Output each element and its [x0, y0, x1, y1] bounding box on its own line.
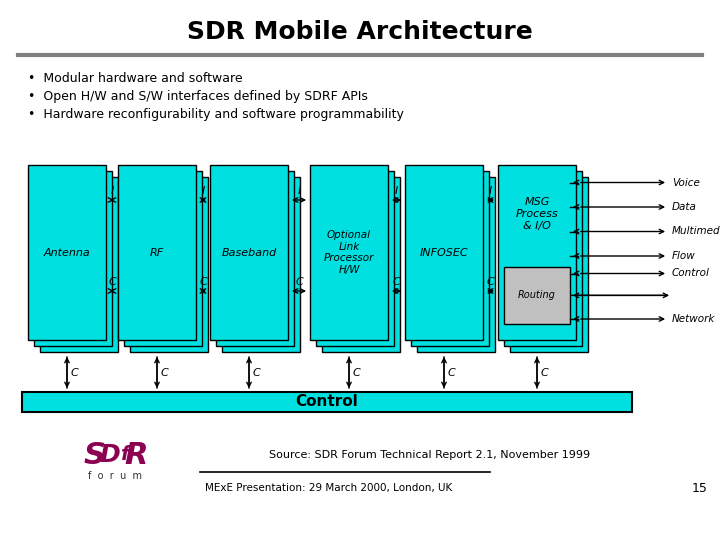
Text: Control: Control — [672, 268, 710, 279]
Text: C: C — [71, 368, 78, 377]
Bar — [130, 177, 208, 352]
Bar — [22, 392, 632, 412]
Text: Data: Data — [672, 202, 697, 212]
Text: •  Hardware reconfigurability and software programmability: • Hardware reconfigurability and softwar… — [28, 108, 404, 121]
Text: Optional
Link
Processor
H/W: Optional Link Processor H/W — [324, 230, 374, 275]
Bar — [417, 177, 495, 352]
Text: I: I — [395, 186, 398, 196]
Text: •  Modular hardware and software: • Modular hardware and software — [28, 72, 243, 85]
Bar — [504, 267, 570, 324]
Text: Source: SDR Forum Technical Report 2.1, November 1999: Source: SDR Forum Technical Report 2.1, … — [269, 450, 590, 460]
Bar — [118, 165, 196, 340]
Bar — [40, 177, 118, 352]
Text: Control: Control — [296, 395, 359, 409]
Text: Antenna: Antenna — [44, 247, 91, 258]
Text: C: C — [199, 277, 207, 287]
Text: •  Open H/W and S/W interfaces defined by SDRF APIs: • Open H/W and S/W interfaces defined by… — [28, 90, 368, 103]
Text: Voice: Voice — [672, 178, 700, 187]
Bar — [498, 165, 576, 340]
Bar — [34, 171, 112, 346]
Text: C: C — [253, 368, 261, 377]
Text: f  o  r  u  m: f o r u m — [88, 471, 142, 481]
Text: C: C — [353, 368, 361, 377]
Text: I: I — [202, 186, 204, 196]
Text: C: C — [392, 277, 400, 287]
Bar — [222, 177, 300, 352]
Bar — [310, 165, 388, 340]
Text: S: S — [84, 441, 106, 469]
Text: C: C — [541, 368, 549, 377]
Text: Network: Network — [672, 314, 716, 324]
Text: C: C — [487, 277, 495, 287]
Text: f: f — [120, 446, 128, 464]
Text: Baseband: Baseband — [221, 247, 276, 258]
Text: D: D — [99, 443, 120, 467]
Text: Flow: Flow — [672, 251, 696, 261]
Text: C: C — [161, 368, 168, 377]
Bar — [28, 165, 106, 340]
Text: MExE Presentation: 29 March 2000, London, UK: MExE Presentation: 29 March 2000, London… — [205, 483, 452, 493]
Text: INFOSEC: INFOSEC — [420, 247, 468, 258]
Text: R: R — [125, 441, 148, 469]
Bar — [510, 177, 588, 352]
Bar — [216, 171, 294, 346]
Text: I: I — [110, 186, 114, 196]
Text: SDR Mobile Architecture: SDR Mobile Architecture — [187, 20, 533, 44]
Text: I: I — [297, 186, 301, 196]
Bar — [210, 165, 288, 340]
Text: Multimedia: Multimedia — [672, 226, 720, 237]
Bar — [316, 171, 394, 346]
Text: C: C — [448, 368, 456, 377]
Bar — [504, 171, 582, 346]
Text: I: I — [489, 186, 492, 196]
Bar — [124, 171, 202, 346]
Text: Routing: Routing — [518, 291, 556, 300]
Text: RF: RF — [150, 247, 164, 258]
Bar — [322, 177, 400, 352]
Text: MSG
Process
& I/O: MSG Process & I/O — [516, 198, 558, 231]
Text: C: C — [295, 277, 303, 287]
Text: C: C — [108, 277, 116, 287]
Bar — [405, 165, 483, 340]
Bar — [411, 171, 489, 346]
Text: 15: 15 — [692, 482, 708, 495]
